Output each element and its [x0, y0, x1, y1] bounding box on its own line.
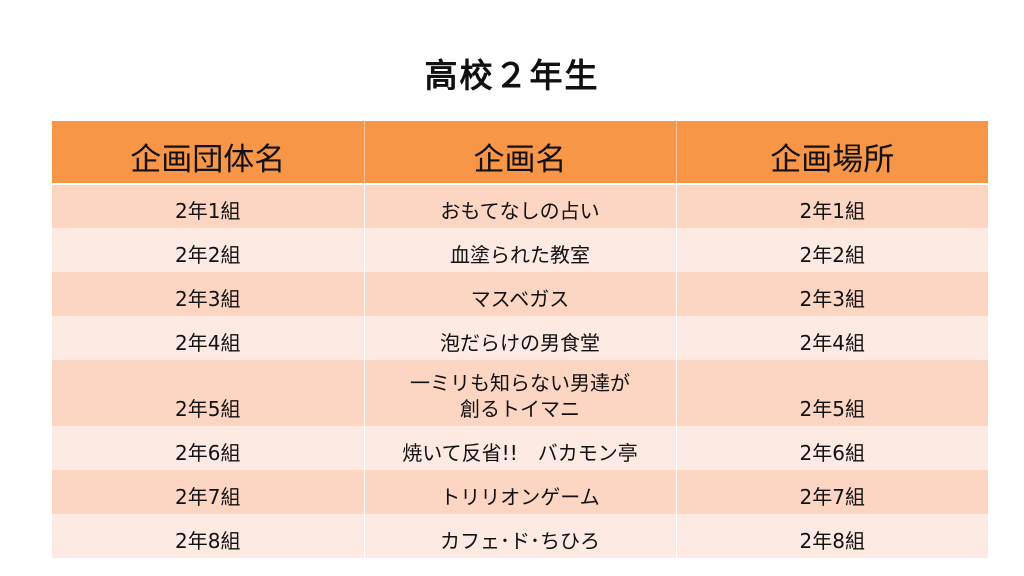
table-row: 2年4組 泡だらけの男食堂 2年4組 — [52, 316, 988, 360]
location-cell: 2年5組 — [676, 360, 988, 426]
group-cell: 2年6組 — [52, 426, 365, 470]
project-line-2: 創るトイマニ — [460, 397, 580, 421]
project-cell: 一ミリも知らない男達が 創るトイマニ — [364, 360, 677, 426]
project-cell: カフェ･ド･ちひろ — [364, 514, 677, 558]
table-row: 2年5組 一ミリも知らない男達が 創るトイマニ 2年5組 — [52, 360, 988, 426]
table-row: 2年6組 焼いて反省!! バカモン亭 2年6組 — [52, 426, 988, 470]
project-cell: 泡だらけの男食堂 — [364, 316, 677, 360]
project-line-1: 一ミリも知らない男達が — [410, 371, 630, 395]
group-cell: 2年8組 — [52, 514, 365, 558]
group-cell: 2年3組 — [52, 272, 365, 316]
projects-table: 企画団体名 企画名 企画場所 2年1組 おもてなしの占い 2年1組 2年2組 血… — [52, 121, 988, 558]
page-title: 高校２年生 — [424, 56, 600, 95]
location-cell: 2年7組 — [676, 470, 988, 514]
project-cell: トリリオンゲーム — [364, 470, 677, 514]
group-cell: 2年1組 — [52, 184, 365, 228]
location-cell: 2年3組 — [676, 272, 988, 316]
project-cell: おもてなしの占い — [364, 184, 677, 228]
location-cell: 2年1組 — [676, 184, 988, 228]
column-header-group: 企画団体名 — [52, 121, 365, 185]
table-row: 2年7組 トリリオンゲーム 2年7組 — [52, 470, 988, 514]
group-cell: 2年4組 — [52, 316, 365, 360]
group-cell: 2年5組 — [52, 360, 365, 426]
table-row: 2年2組 血塗られた教室 2年2組 — [52, 228, 988, 272]
project-cell: 血塗られた教室 — [364, 228, 677, 272]
group-cell: 2年7組 — [52, 470, 365, 514]
location-cell: 2年8組 — [676, 514, 988, 558]
table-row: 2年3組 マスベガス 2年3組 — [52, 272, 988, 316]
table-header-row: 企画団体名 企画名 企画場所 — [52, 121, 988, 185]
table-row: 2年1組 おもてなしの占い 2年1組 — [52, 184, 988, 228]
table-row: 2年8組 カフェ･ド･ちひろ 2年8組 — [52, 514, 988, 558]
location-cell: 2年2組 — [676, 228, 988, 272]
group-cell: 2年2組 — [52, 228, 365, 272]
project-cell: マスベガス — [364, 272, 677, 316]
project-cell: 焼いて反省!! バカモン亭 — [364, 426, 677, 470]
column-header-project: 企画名 — [364, 121, 677, 185]
location-cell: 2年6組 — [676, 426, 988, 470]
column-header-location: 企画場所 — [676, 121, 988, 185]
location-cell: 2年4組 — [676, 316, 988, 360]
